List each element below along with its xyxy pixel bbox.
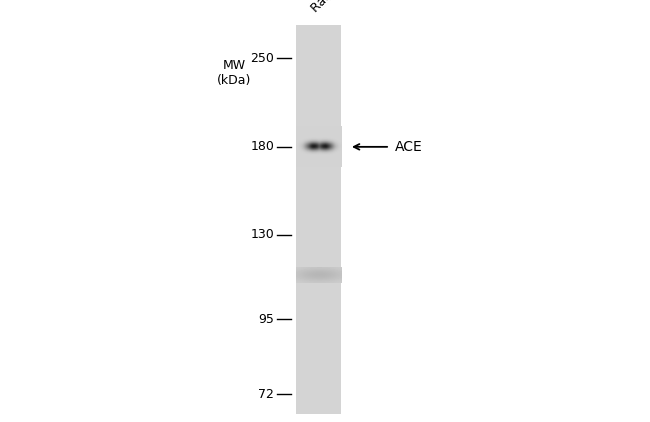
Text: 250: 250 <box>250 51 274 65</box>
Text: 95: 95 <box>259 313 274 326</box>
Text: 72: 72 <box>259 388 274 401</box>
Text: MW
(kDa): MW (kDa) <box>217 59 251 87</box>
Text: Rat kidney: Rat kidney <box>309 0 366 15</box>
Text: ACE: ACE <box>395 140 423 154</box>
Bar <box>296 25 341 414</box>
Text: 180: 180 <box>250 141 274 153</box>
Text: 130: 130 <box>250 228 274 241</box>
